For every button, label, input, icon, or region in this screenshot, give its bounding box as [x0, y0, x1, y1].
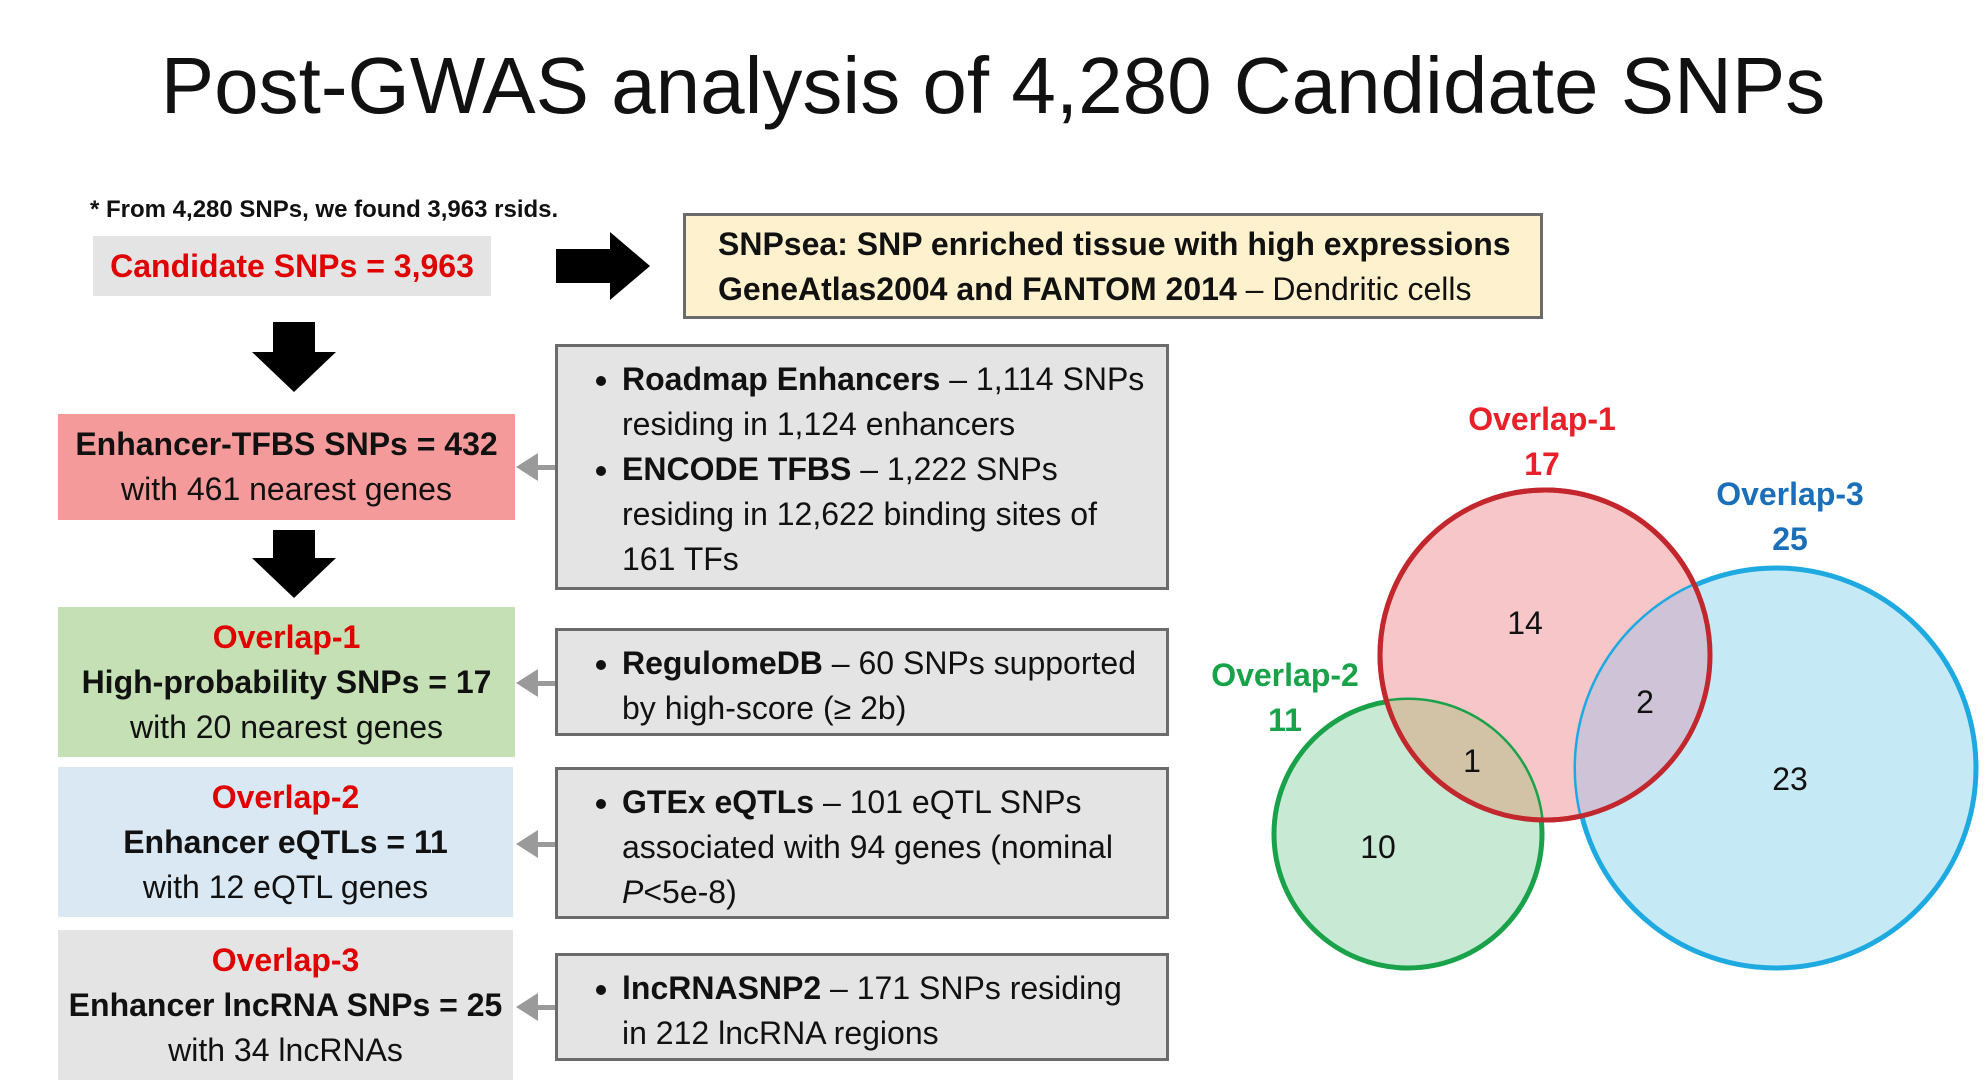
overlap3-title: Enhancer lncRNA SNPs = 25	[68, 986, 503, 1023]
gtex-box: GTEx eQTLs – 101 eQTL SNPs associated wi…	[555, 767, 1169, 919]
venn-outline-overlap1	[1377, 487, 1713, 823]
right-arrow-icon	[610, 232, 650, 300]
venn-label-overlap3-name: Overlap-3	[1716, 476, 1864, 512]
down-arrow-1-shaft	[273, 322, 315, 352]
lncrnasnp2-box: lncRNASNP2 – 171 SNPs residing in 212 ln…	[555, 953, 1169, 1061]
lncrnasnp2-item: lncRNASNP2 – 171 SNPs residing in 212 ln…	[622, 966, 1146, 1056]
venn-label-overlap2-total: 11	[1268, 702, 1302, 738]
candidate-snps-box: Candidate SNPs = 3,963	[93, 236, 491, 296]
regulomedb-box: RegulomeDB – 60 SNPs supported by high-s…	[555, 628, 1169, 736]
gray-arrow-1-line	[538, 465, 555, 470]
overlap3-box: Overlap-3 Enhancer lncRNA SNPs = 25 with…	[58, 930, 513, 1080]
enhancer-tfbs-title: Enhancer-TFBS SNPs = 432	[75, 426, 498, 462]
overlap2-genes: with 12 eQTL genes	[142, 868, 429, 905]
venn-region-only3: 23	[1772, 761, 1808, 797]
overlap3-tag: Overlap-3	[211, 941, 360, 978]
page-title: Post-GWAS analysis of 4,280 Candidate SN…	[160, 41, 1826, 130]
snpsea-box: SNPsea: SNP enriched tissue with high ex…	[683, 213, 1543, 319]
gray-arrow-2-line	[538, 681, 555, 686]
gray-arrow-4-line	[538, 1005, 555, 1010]
overlap1-genes: with 20 nearest genes	[129, 708, 444, 745]
venn-region-o1-o3: 2	[1636, 684, 1654, 720]
venn-label-overlap3-total: 25	[1772, 521, 1808, 557]
down-arrow-2-shaft	[273, 530, 315, 558]
venn-label-overlap2-name: Overlap-2	[1211, 657, 1359, 693]
roadmap-item: Roadmap Enhancers – 1,114 SNPs residing …	[622, 357, 1146, 447]
gray-arrow-3-icon	[516, 830, 538, 858]
venn-intersection-1-2	[1380, 700, 1542, 820]
snpsea-cells: – Dendritic cells	[1236, 271, 1472, 307]
down-arrow-1-icon	[252, 352, 336, 392]
enhancer-tfbs-box: Enhancer-TFBS SNPs = 432 with 461 neares…	[58, 414, 515, 520]
venn-region-only1: 14	[1507, 605, 1543, 641]
venn-region-o1-o2: 1	[1463, 743, 1481, 779]
gray-arrow-4-icon	[516, 993, 538, 1021]
venn-intersection-1-3	[1576, 568, 1710, 820]
overlap2-tag: Overlap-2	[211, 778, 360, 815]
snpsea-datasets: GeneAtlas2004 and FANTOM 2014	[718, 271, 1237, 307]
overlap1-tag: Overlap-1	[212, 618, 361, 655]
venn-region-only2: 10	[1360, 829, 1396, 865]
overlap1-title: High-probability SNPs = 17	[81, 663, 492, 700]
venn-label-overlap1-name: Overlap-1	[1468, 401, 1616, 437]
candidate-snps-label: Candidate SNPs = 3,963	[110, 247, 474, 284]
right-arrow-shaft	[556, 249, 612, 283]
enhancer-tfbs-genes: with 461 nearest genes	[121, 471, 452, 507]
venn-label-overlap1-total: 17	[1524, 446, 1560, 482]
encode-item: ENCODE TFBS – 1,222 SNPs residing in 12,…	[622, 447, 1146, 582]
gray-arrow-1-icon	[516, 453, 538, 481]
regulomedb-item: RegulomeDB – 60 SNPs supported by high-s…	[622, 641, 1146, 731]
overlap2-box: Overlap-2 Enhancer eQTLs = 11 with 12 eQ…	[58, 767, 513, 917]
gray-arrow-3-line	[538, 842, 555, 847]
overlap1-box: Overlap-1 High-probability SNPs = 17 wit…	[58, 607, 515, 757]
roadmap-encode-box: Roadmap Enhancers – 1,114 SNPs residing …	[555, 344, 1169, 590]
gray-arrow-2-icon	[516, 669, 538, 697]
overlap2-title: Enhancer eQTLs = 11	[123, 823, 448, 860]
venn-diagram: Overlap-1 17 Overlap-3 25 Overlap-2 11 1…	[1211, 401, 1979, 971]
rsid-note: * From 4,280 SNPs, we found 3,963 rsids.	[90, 196, 559, 223]
overlap3-lncrnas: with 34 lncRNAs	[168, 1031, 403, 1068]
snpsea-line1: SNPsea: SNP enriched tissue with high ex…	[718, 226, 1511, 262]
down-arrow-2-icon	[252, 558, 336, 598]
gtex-item: GTEx eQTLs – 101 eQTL SNPs associated wi…	[622, 780, 1146, 915]
